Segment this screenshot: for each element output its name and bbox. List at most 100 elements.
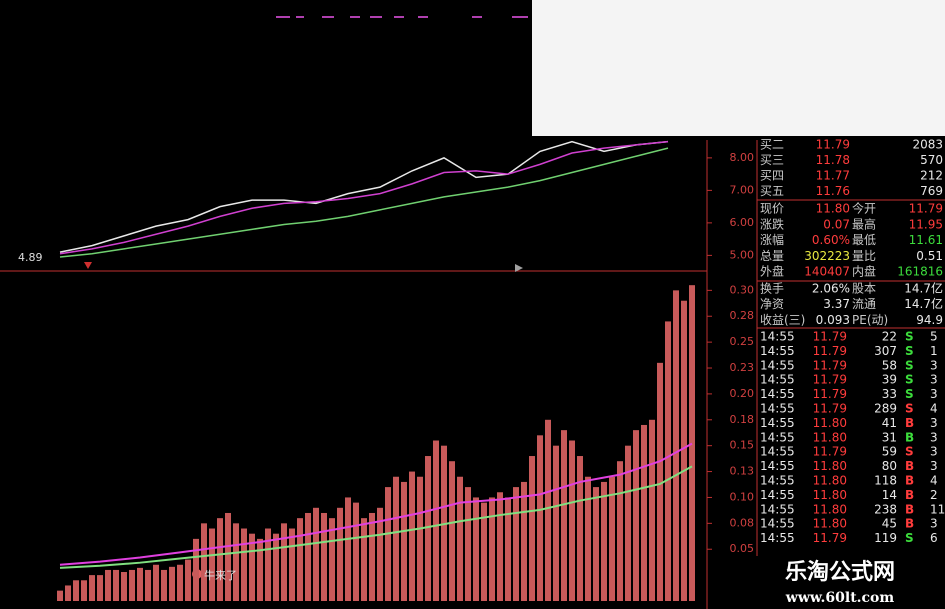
label: 总量 [760, 249, 784, 263]
time: 14:55 [760, 445, 795, 459]
bar [497, 492, 503, 601]
label: 收益(三) [760, 313, 805, 327]
bar [105, 569, 111, 601]
label: 净资 [760, 297, 784, 311]
line [59, 140, 669, 253]
bar [361, 518, 367, 601]
label: 换手 [760, 282, 784, 296]
label: 买四 [760, 169, 784, 183]
line [59, 442, 693, 566]
bar [689, 285, 695, 601]
count: 4 [930, 474, 938, 488]
count: 3 [930, 517, 938, 531]
value: 0.51 [916, 249, 943, 263]
bar [129, 569, 135, 601]
y-tick-label: 0.28 [730, 309, 755, 322]
bar [257, 538, 263, 601]
bar [657, 362, 663, 601]
bar [273, 533, 279, 601]
volume: 39 [882, 373, 897, 387]
bar [681, 300, 687, 601]
bar [161, 569, 167, 601]
bar [121, 572, 127, 601]
time: 14:55 [760, 459, 795, 473]
volume: 59 [882, 445, 897, 459]
value: 11.61 [909, 233, 943, 247]
line [59, 140, 669, 255]
volume: 58 [882, 358, 897, 372]
bar [385, 487, 391, 601]
y-tick-label: 0.20 [730, 387, 755, 400]
volume: 31 [882, 430, 897, 444]
bar [225, 512, 231, 601]
bar [465, 487, 471, 601]
bar [601, 481, 607, 601]
volume: 22 [882, 330, 897, 344]
time: 14:55 [760, 330, 795, 344]
y-tick-label: 0.25 [730, 335, 755, 348]
count: 3 [930, 445, 938, 459]
bar [153, 564, 159, 601]
count: 11 [930, 502, 945, 516]
watermark-title: 乐淘公式网 [785, 559, 895, 585]
count: 3 [930, 373, 938, 387]
price: 11.80 [813, 474, 847, 488]
count: 6 [930, 531, 938, 545]
marker [515, 264, 523, 272]
bar [417, 476, 423, 601]
volume: 307 [874, 344, 897, 358]
value: 11.80 [816, 202, 850, 216]
count: 3 [930, 459, 938, 473]
bar [425, 456, 431, 601]
bar [57, 590, 63, 601]
time: 14:55 [760, 474, 795, 488]
value: 0.07 [823, 217, 850, 231]
count: 5 [930, 330, 938, 344]
bar [513, 487, 519, 601]
time: 14:55 [760, 531, 795, 545]
side: S [905, 531, 914, 545]
value: 11.79 [909, 202, 943, 216]
value: 2.06% [812, 282, 850, 296]
value: 11.95 [909, 217, 943, 231]
bar [433, 440, 439, 601]
bar [337, 507, 343, 601]
volume: 570 [920, 153, 943, 167]
bar [473, 497, 479, 601]
value: 3.37 [823, 297, 850, 311]
volume: 2083 [912, 138, 943, 152]
value: 302223 [804, 249, 850, 263]
y-tick-label: 0.18 [730, 413, 755, 426]
bar [305, 512, 311, 601]
volume: 41 [882, 416, 897, 430]
price: 11.80 [813, 430, 847, 444]
label: PE(动) [852, 313, 888, 327]
y-tick-label: 6.00 [730, 216, 755, 229]
time: 14:55 [760, 502, 795, 516]
side: B [905, 502, 914, 516]
bar [313, 507, 319, 601]
bar [89, 575, 95, 601]
bar [545, 419, 551, 601]
line [59, 147, 669, 258]
volume: 45 [882, 517, 897, 531]
side: S [905, 445, 914, 459]
bar [209, 528, 215, 601]
time: 14:55 [760, 358, 795, 372]
bar [521, 481, 527, 601]
cut-area [0, 0, 532, 138]
price: 11.78 [816, 153, 850, 167]
value: 94.9 [916, 313, 943, 327]
bar [353, 502, 359, 601]
y-tick-label: 0.15 [730, 439, 755, 452]
price: 11.79 [813, 344, 847, 358]
volume: 212 [920, 169, 943, 183]
volume: 33 [882, 387, 897, 401]
price: 11.79 [813, 387, 847, 401]
time: 14:55 [760, 488, 795, 502]
annotation: 4.89 [18, 251, 43, 264]
bar [673, 290, 679, 601]
bar [281, 523, 287, 601]
bar [377, 507, 383, 601]
